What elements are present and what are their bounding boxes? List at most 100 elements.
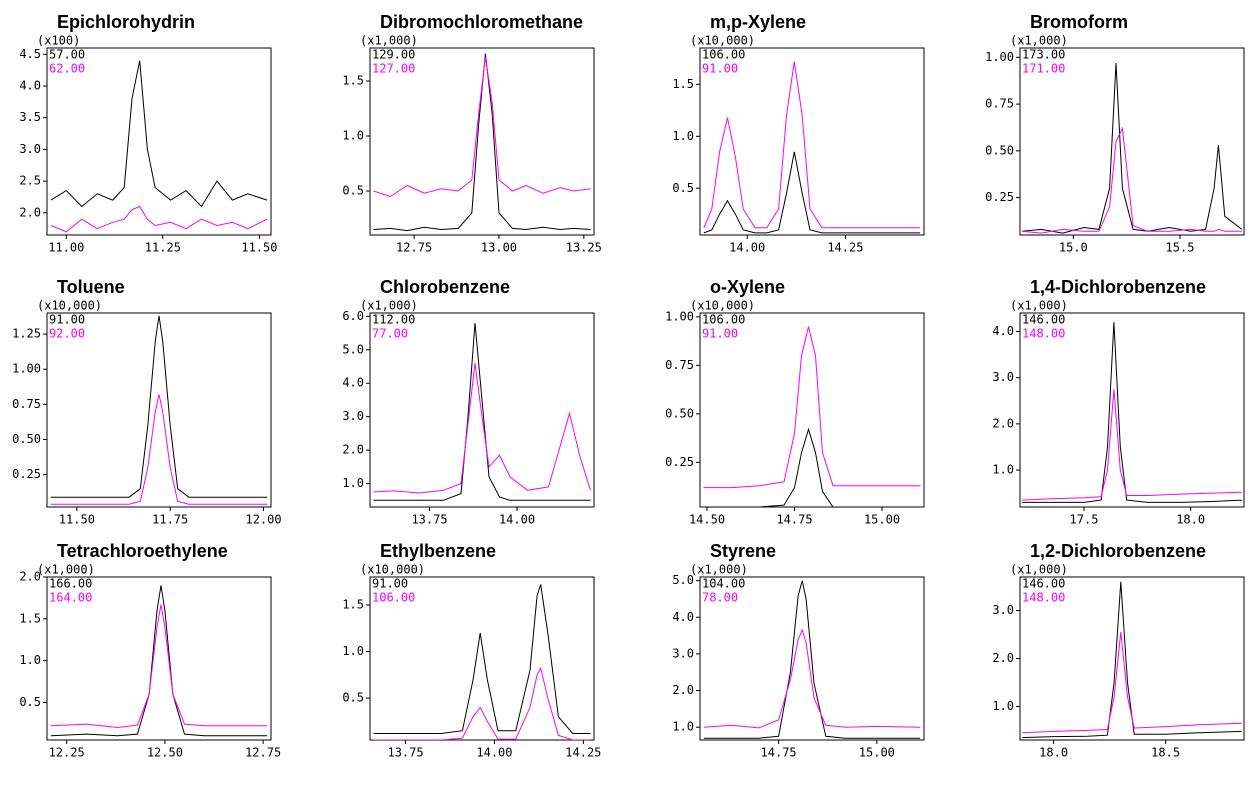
y-tick-label: 4.0 xyxy=(672,610,694,624)
trace xyxy=(703,580,921,739)
y-tick-label: 2.0 xyxy=(19,205,41,219)
y-tick-label: 4.5 xyxy=(19,47,41,61)
y-tick-label: 5.0 xyxy=(342,342,364,356)
y-tick-label: 4.0 xyxy=(19,79,41,93)
plot-frame xyxy=(699,312,925,508)
trace xyxy=(703,326,921,489)
legend-entry: 164.00 xyxy=(49,591,92,605)
y-tick-label: 1.00 xyxy=(12,362,41,376)
trace xyxy=(703,427,921,507)
x-tick-label: 12.75 xyxy=(245,746,281,760)
y-tick-label: 6.0 xyxy=(342,309,364,323)
x-tick-label: 15.0 xyxy=(1059,241,1088,255)
x-tick-label: 14.00 xyxy=(476,746,512,760)
y-scale-label: (x10,000) xyxy=(37,299,102,313)
y-tick-label: 1.0 xyxy=(342,644,364,658)
legend-entry: 106.00 xyxy=(702,313,745,327)
x-tick-label: 12.25 xyxy=(49,746,85,760)
legend-entry: 91.00 xyxy=(702,327,738,341)
x-tick-label: 14.25 xyxy=(827,241,863,255)
x-tick-label: 14.00 xyxy=(729,241,765,255)
trace xyxy=(1022,632,1242,734)
trace xyxy=(373,53,591,232)
y-scale-label: (x100) xyxy=(37,34,80,48)
x-tick-label: 14.75 xyxy=(776,513,812,527)
legend-entry: 106.00 xyxy=(372,591,415,605)
panel-title: Tetrachloroethylene xyxy=(57,541,228,561)
y-tick-label: 0.5 xyxy=(342,691,364,705)
legend-entry: 112.00 xyxy=(372,313,415,327)
x-tick-label: 11.00 xyxy=(48,241,84,255)
trace xyxy=(373,666,591,740)
x-tick-label: 18.5 xyxy=(1151,746,1180,760)
y-tick-label: 1.25 xyxy=(12,327,41,341)
plot-frame xyxy=(369,312,595,508)
legend-entry: 146.00 xyxy=(1022,577,1065,591)
plot-frame xyxy=(1019,312,1245,508)
y-tick-label: 4.0 xyxy=(342,376,364,390)
y-tick-label: 1.5 xyxy=(672,77,694,91)
legend-entry: 91.00 xyxy=(49,313,85,327)
x-tick-label: 11.50 xyxy=(59,513,95,527)
y-tick-label: 3.0 xyxy=(992,370,1014,384)
trace xyxy=(1022,322,1242,503)
y-tick-label: 2.5 xyxy=(19,174,41,188)
y-tick-label: 2.0 xyxy=(342,443,364,457)
y-tick-label: 3.5 xyxy=(19,110,41,124)
y-tick-label: 3.0 xyxy=(342,409,364,423)
panel-title: 1,2-Dichlorobenzene xyxy=(1030,541,1206,561)
legend-entry: 62.00 xyxy=(49,62,85,76)
panel-title: Bromoform xyxy=(1030,12,1128,32)
plot-frame xyxy=(46,47,272,236)
chromatogram-panel: Tetrachloroethylene (x1,000) 0.5 1.0 1.5 2.0 1… xyxy=(19,541,281,760)
chromatogram-panel: 1,2-Dichlorobenzene (x1,000) 1.0 2.0 3.0 18.0… xyxy=(992,541,1245,760)
y-tick-label: 0.50 xyxy=(12,432,41,446)
y-tick-label: 3.0 xyxy=(672,646,694,660)
panel-title: Toluene xyxy=(57,277,125,297)
x-tick-label: 11.75 xyxy=(152,513,188,527)
trace xyxy=(373,56,591,198)
y-tick-label: 2.0 xyxy=(672,683,694,697)
plot-frame xyxy=(369,576,595,741)
y-tick-label: 0.25 xyxy=(12,467,41,481)
y-scale-label: (x10,000) xyxy=(690,299,755,313)
legend-entry: 78.00 xyxy=(702,591,738,605)
y-tick-label: 0.5 xyxy=(672,181,694,195)
x-tick-label: 17.5 xyxy=(1070,513,1099,527)
x-tick-label: 14.25 xyxy=(565,746,601,760)
y-tick-label: 1.0 xyxy=(992,463,1014,477)
y-tick-label: 3.0 xyxy=(992,603,1014,617)
y-tick-label: 0.5 xyxy=(19,695,41,709)
plot-frame xyxy=(699,576,925,741)
y-tick-label: 0.50 xyxy=(985,143,1014,157)
panel-title: Dibromochloromethane xyxy=(380,12,583,32)
chromatogram-panel: 1,4-Dichlorobenzene (x1,000) 1.0 2.0 3.0 4.0 1… xyxy=(992,277,1245,527)
trace xyxy=(50,315,268,498)
chromatogram-panel: Dibromochloromethane (x1,000) 0.5 1.0 1.5 12.… xyxy=(342,12,602,255)
x-tick-label: 15.5 xyxy=(1166,241,1195,255)
y-tick-label: 5.0 xyxy=(672,573,694,587)
y-scale-label: (x1,000) xyxy=(37,563,95,577)
y-scale-label: (x1,000) xyxy=(690,563,748,577)
y-tick-label: 1.0 xyxy=(19,653,41,667)
x-tick-label: 11.50 xyxy=(241,241,277,255)
y-tick-label: 0.75 xyxy=(665,358,694,372)
y-scale-label: (x1,000) xyxy=(360,34,418,48)
trace xyxy=(703,628,921,729)
chromatogram-panel: Bromoform (x1,000) 0.25 0.50 0.75 1.00 15.0 15.… xyxy=(985,12,1245,255)
x-tick-label: 12.75 xyxy=(396,241,432,255)
legend-entry: 57.00 xyxy=(49,48,85,62)
panel-title: Styrene xyxy=(710,541,776,561)
x-tick-label: 12.50 xyxy=(147,746,183,760)
x-tick-label: 15.00 xyxy=(859,746,895,760)
trace xyxy=(1022,389,1242,501)
x-tick-label: 13.00 xyxy=(481,241,517,255)
panel-title: Epichlorohydrin xyxy=(57,12,195,32)
y-scale-label: (x1,000) xyxy=(1010,299,1068,313)
trace xyxy=(1022,126,1242,234)
x-tick-label: 11.25 xyxy=(145,241,181,255)
chromatogram-panel: Epichlorohydrin (x100) 2.0 2.5 3.0 3.5 4.0 4.5 1… xyxy=(19,12,277,255)
y-scale-label: (x10,000) xyxy=(360,563,425,577)
panel-title: o-Xylene xyxy=(710,277,785,297)
chromatogram-panel: m,p-Xylene (x10,000) 0.5 1.0 1.5 14.00 14.25 10… xyxy=(672,12,925,255)
